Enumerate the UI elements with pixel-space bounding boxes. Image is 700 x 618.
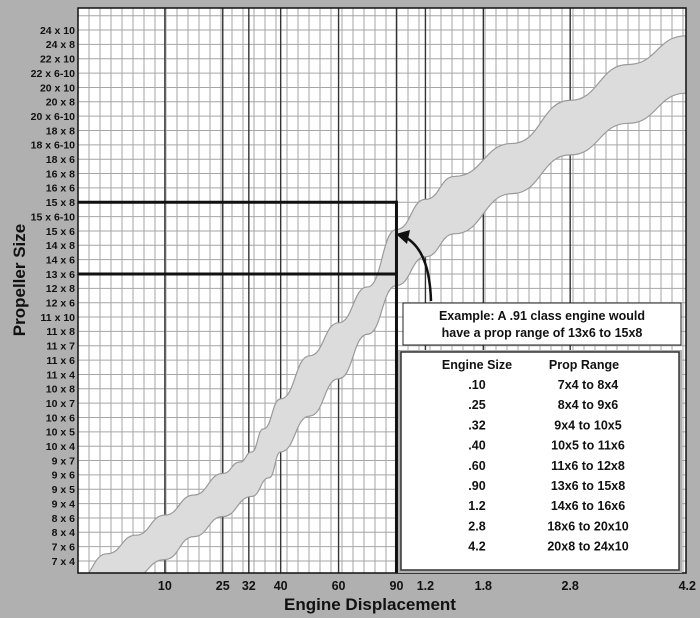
y-tick-label: 10 x 4 xyxy=(46,441,75,453)
y-tick-label: 20 x 10 xyxy=(40,82,75,94)
y-tick-label: 11 x 10 xyxy=(41,312,76,324)
table-cell-engine-size: 2.8 xyxy=(468,519,485,533)
y-tick-label: 11 x 4 xyxy=(46,369,75,381)
table-cell-prop-range: 7x4 to 8x4 xyxy=(558,378,619,392)
table-cell-prop-range: 10x5 to 11x6 xyxy=(551,439,625,453)
prop-range-band xyxy=(87,35,686,573)
table-cell-engine-size: 1.2 xyxy=(468,499,485,513)
y-tick-label: 8 x 4 xyxy=(52,527,76,539)
x-tick-label: 2.8 xyxy=(561,579,578,593)
band-group xyxy=(87,35,686,573)
y-tick-label: 10 x 7 xyxy=(46,398,75,410)
x-tick-label: 90 xyxy=(390,579,404,593)
band-upper-edge xyxy=(87,35,686,573)
y-tick-label: 10 x 5 xyxy=(46,427,75,439)
x-tick-label: 25 xyxy=(216,579,230,593)
y-tick-label: 7 x 6 xyxy=(52,541,76,553)
y-tick-label: 15 x 8 xyxy=(46,197,75,209)
example-marker xyxy=(78,200,398,573)
y-tick-label: 18 x 6-10 xyxy=(31,140,76,152)
y-tick-label: 10 x 8 xyxy=(46,384,75,396)
y-tick-label: 7 x 4 xyxy=(52,556,76,568)
table-cell-engine-size: .10 xyxy=(468,378,485,392)
x-tick-labels: 10 25 32 40 60 90 1.2 1.8 2.8 4.2 xyxy=(158,579,696,593)
x-axis-title: Engine Displacement xyxy=(284,595,456,614)
y-tick-label: 24 x 10 xyxy=(40,25,75,37)
table-header-engine-size: Engine Size xyxy=(442,358,512,372)
x-tick-label: 1.2 xyxy=(417,579,434,593)
y-tick-label: 12 x 8 xyxy=(46,283,75,295)
y-tick-label: 11 x 8 xyxy=(46,326,75,338)
annotation-arrowhead xyxy=(396,230,410,244)
y-tick-label: 22 x 6-10 xyxy=(31,68,76,80)
prop-range-table: Engine Size Prop Range .10 7x4 to 8x4 .25 8… xyxy=(398,350,682,573)
table-cell-prop-range: 20x8 to 24x10 xyxy=(547,540,628,554)
y-tick-label: 24 x 8 xyxy=(46,39,75,51)
annotation-line-2: have a prop range of 13x6 to 15x8 xyxy=(442,326,643,340)
example-annotation: Example: A .91 class engine would have a… xyxy=(396,230,682,346)
annotation-arrow xyxy=(404,235,433,302)
y-tick-label: 12 x 6 xyxy=(46,298,75,310)
table-cell-prop-range: 9x4 to 10x5 xyxy=(554,418,621,432)
table-cell-engine-size: .25 xyxy=(468,398,485,412)
y-tick-label: 20 x 8 xyxy=(46,97,75,109)
plot-border xyxy=(77,7,687,574)
table-rows: .10 7x4 to 8x4 .25 8x4 to 9x6 .32 9x4 to 10x5… xyxy=(468,378,628,554)
table-cell-engine-size: .40 xyxy=(468,439,485,453)
x-tick-label: 1.8 xyxy=(475,579,492,593)
y-tick-label: 13 x 6 xyxy=(46,269,75,281)
table-cell-engine-size: .60 xyxy=(468,459,485,473)
table-cell-prop-range: 11x6 to 12x8 xyxy=(551,459,625,473)
table-cell-engine-size: .32 xyxy=(468,418,485,432)
x-tick-label: 60 xyxy=(332,579,346,593)
y-tick-label: 22 x 10 xyxy=(40,54,75,66)
table-cell-prop-range: 14x6 to 16x6 xyxy=(551,499,625,513)
table-cell-prop-range: 18x6 to 20x10 xyxy=(547,519,628,533)
y-tick-label: 18 x 6 xyxy=(46,154,75,166)
table-box xyxy=(400,351,680,571)
y-tick-label: 11 x 6 xyxy=(46,355,75,367)
y-tick-label: 16 x 8 xyxy=(46,168,75,180)
x-tick-label: 32 xyxy=(242,579,256,593)
y-tick-label: 9 x 4 xyxy=(52,498,76,510)
y-tick-label: 14 x 8 xyxy=(46,240,75,252)
y-tick-label: 9 x 6 xyxy=(52,470,76,482)
y-tick-label: 18 x 8 xyxy=(46,125,75,137)
y-tick-label: 20 x 6-10 xyxy=(31,111,76,123)
y-tick-label: 16 x 6 xyxy=(46,183,75,195)
y-tick-label: 9 x 7 xyxy=(52,455,76,467)
table-cell-engine-size: .90 xyxy=(468,479,485,493)
table-cell-prop-range: 8x4 to 9x6 xyxy=(558,398,619,412)
annotation-line-1: Example: A .91 class engine would xyxy=(439,309,645,323)
band-lower-edge xyxy=(143,92,686,573)
y-tick-label: 15 x 6 xyxy=(46,226,75,238)
x-tick-label: 4.2 xyxy=(679,579,696,593)
y-tick-label: 8 x 6 xyxy=(52,513,76,525)
y-tick-label: 14 x 6 xyxy=(46,254,75,266)
y-axis-title: Propeller Size xyxy=(10,224,29,336)
band-fill xyxy=(88,35,686,573)
annotation-box xyxy=(402,302,682,346)
x-tick-label: 10 xyxy=(158,579,172,593)
y-tick-label: 9 x 5 xyxy=(52,484,76,496)
y-tick-label: 15 x 6-10 xyxy=(31,211,76,223)
x-tick-label: 40 xyxy=(274,579,288,593)
table-cell-prop-range: 13x6 to 15x8 xyxy=(551,479,625,493)
table-header-prop-range: Prop Range xyxy=(549,358,619,372)
y-tick-label: 11 x 7 xyxy=(46,341,75,353)
table-cell-engine-size: 4.2 xyxy=(468,540,485,554)
y-tick-labels: 7 x 4 7 x 6 8 x 4 8 x 6 9 x 4 9 x 5 9 x 6 9 x 7… xyxy=(31,25,76,568)
y-tick-label: 10 x 6 xyxy=(46,412,75,424)
